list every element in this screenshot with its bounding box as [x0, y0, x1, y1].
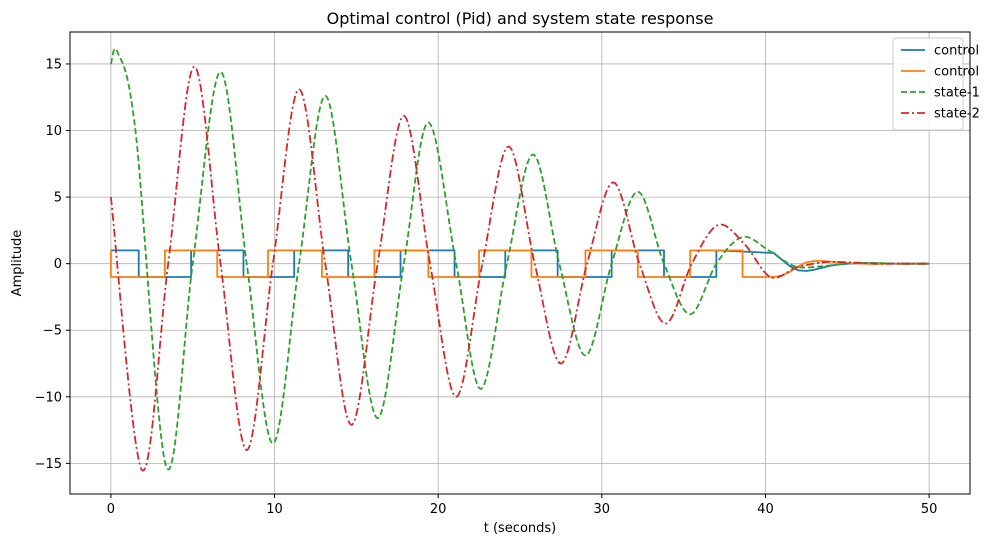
- plot-series: [110, 47, 930, 472]
- x-tick-label: 30: [594, 502, 611, 517]
- x-tick-label: 10: [266, 502, 283, 517]
- series-line-state-2-3: [110, 65, 930, 472]
- y-tick-label: 10: [45, 124, 62, 139]
- legend-label: state-1: [934, 86, 980, 101]
- y-tick-label: 15: [45, 57, 62, 72]
- chart-title: Optimal control (Pid) and system state r…: [327, 9, 714, 28]
- x-tick-label: 50: [921, 502, 938, 517]
- x-tick-label: 20: [430, 502, 447, 517]
- x-tick-label: 40: [757, 502, 774, 517]
- x-tick-label: 0: [107, 502, 115, 517]
- legend-label: control: [934, 65, 979, 80]
- legend: control control state-1 state-2: [892, 37, 980, 131]
- x-axis-label: t (seconds): [484, 521, 557, 536]
- y-tick-label: −5: [43, 324, 62, 339]
- legend-label: control: [934, 44, 979, 59]
- axis-ticks: 0 10 20 30 40 50 −15 −10 −5 0 5 10 15: [35, 57, 938, 517]
- legend-box: [892, 37, 964, 131]
- y-axis-label: Amplitude: [10, 230, 25, 297]
- grid-lines: [70, 32, 970, 494]
- y-tick-label: −15: [35, 457, 62, 472]
- plot-frame: [69, 31, 971, 495]
- legend-label: state-2: [934, 107, 980, 122]
- series-line-state-1-2: [110, 47, 930, 471]
- y-tick-label: 0: [54, 257, 62, 272]
- y-tick-label: 5: [54, 191, 62, 206]
- y-tick-label: −10: [35, 390, 62, 405]
